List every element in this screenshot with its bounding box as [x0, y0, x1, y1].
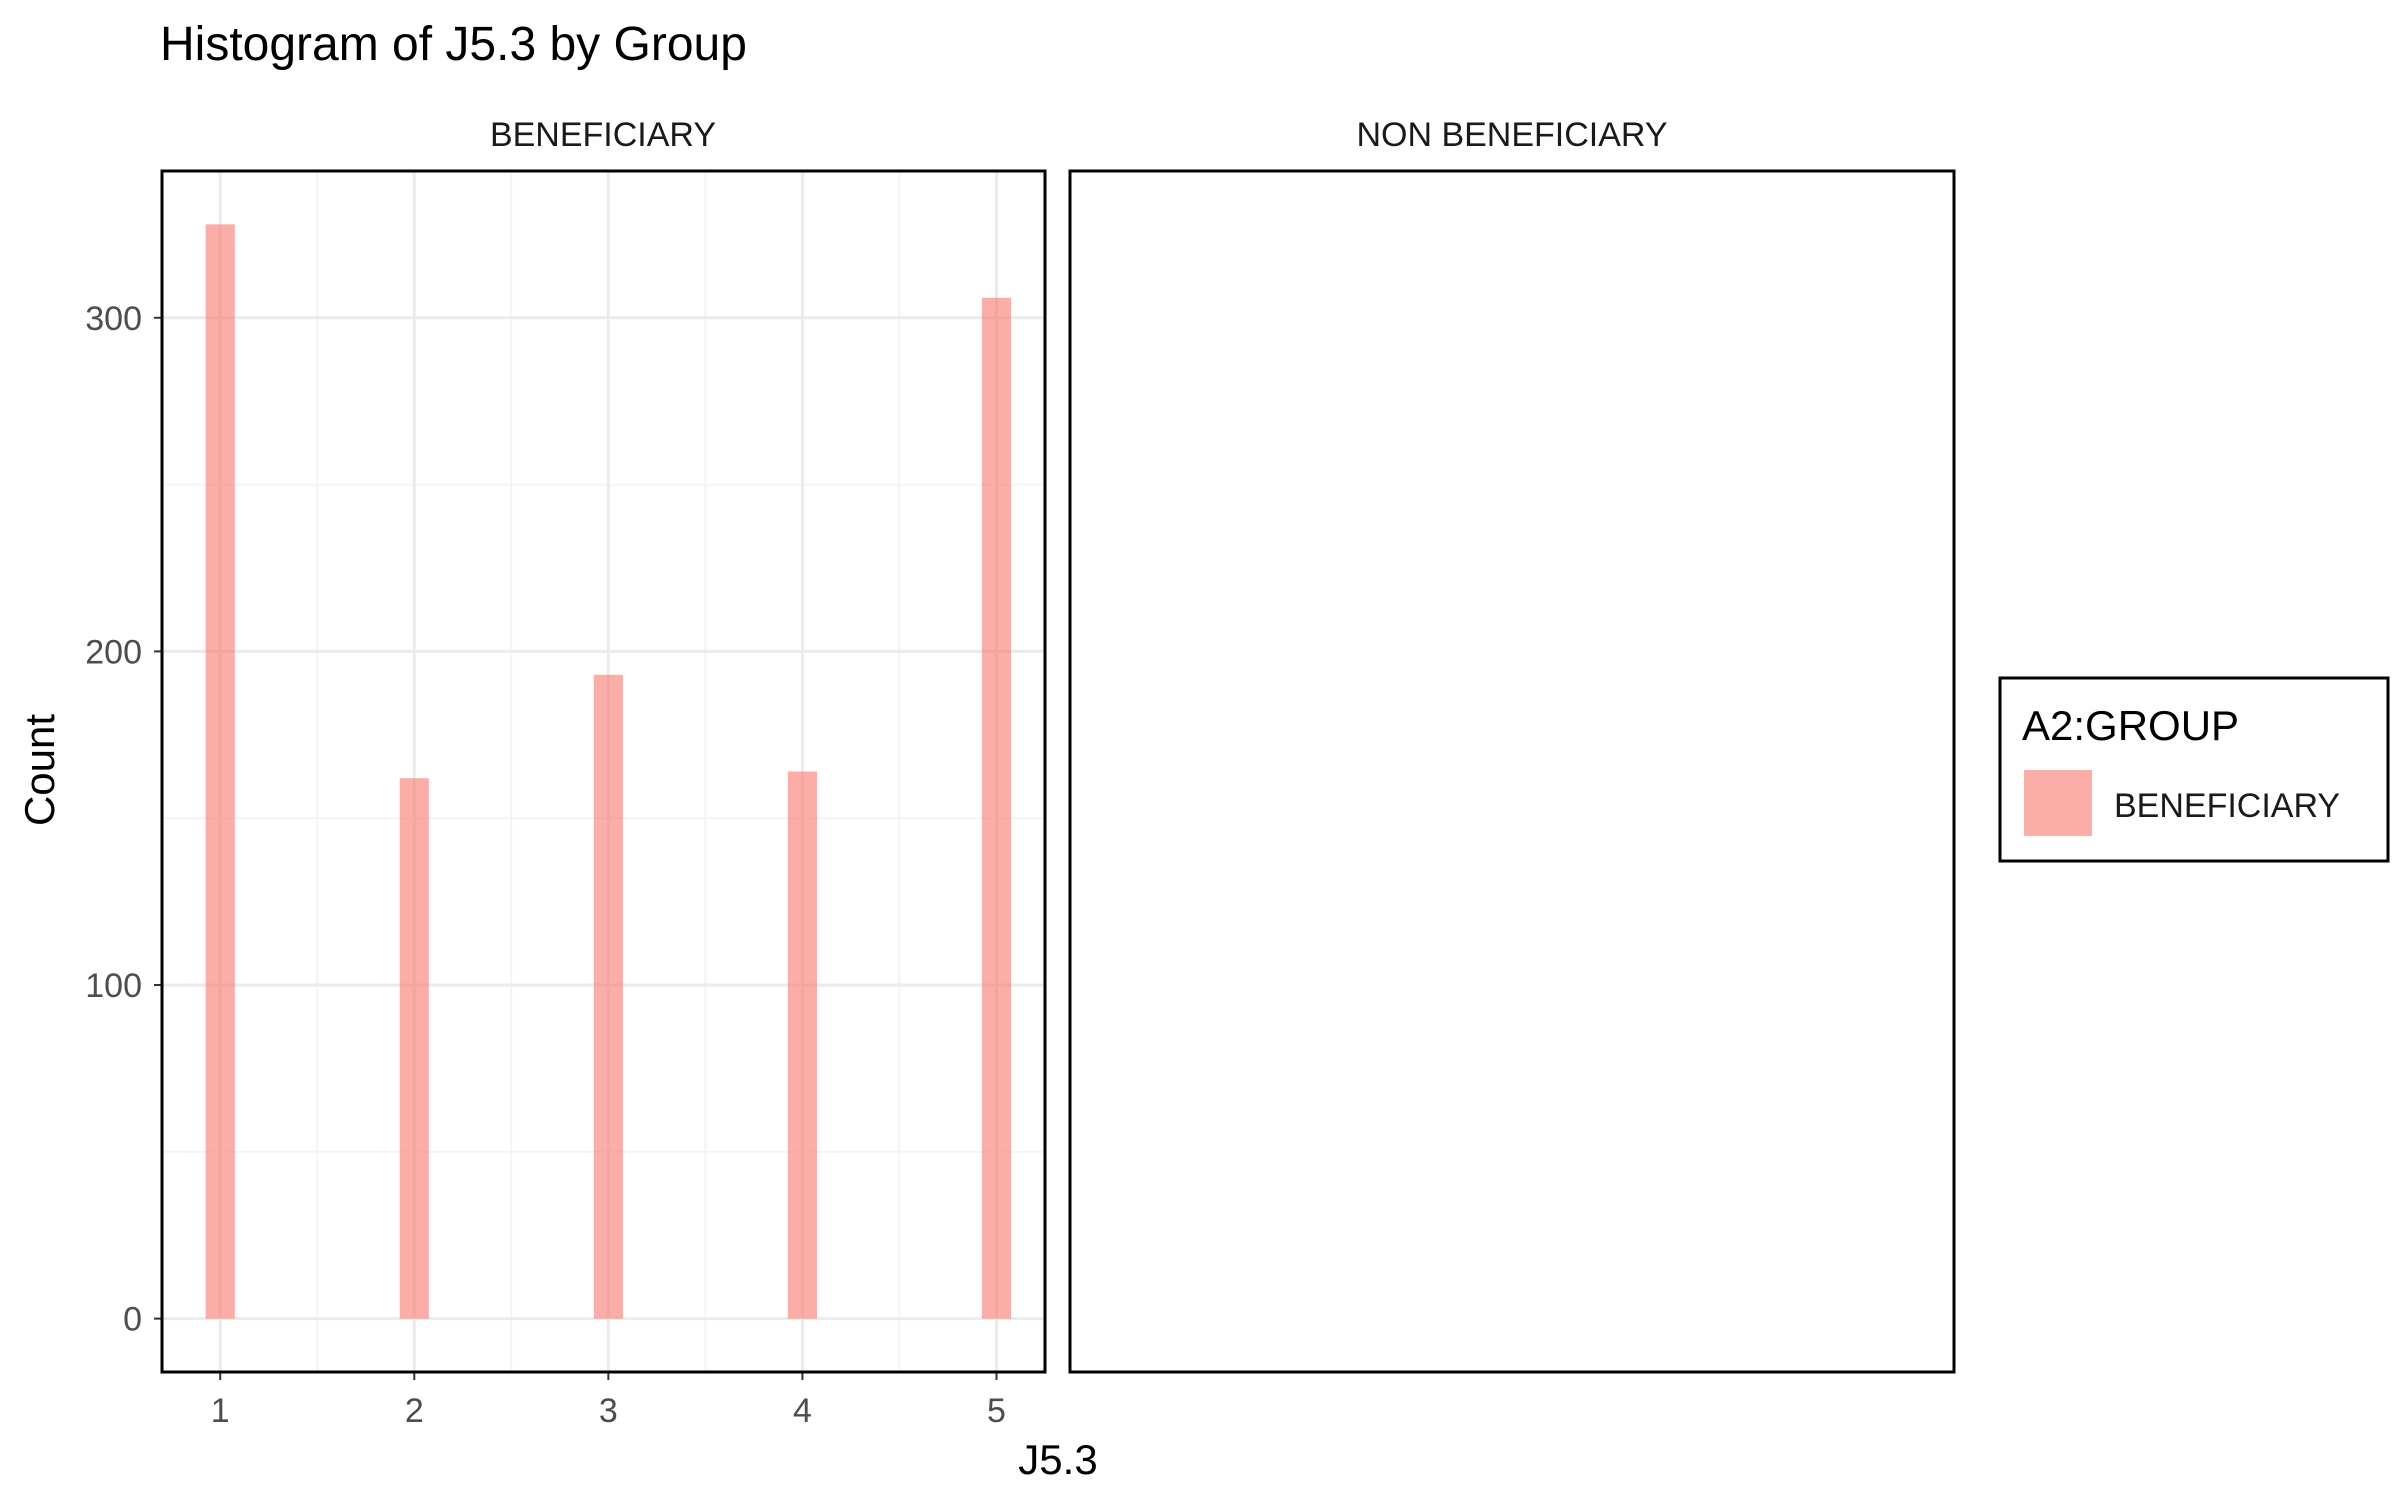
- y-tick-label: 300: [85, 300, 142, 338]
- x-tick-label: 1: [211, 1392, 230, 1430]
- y-axis-title: Count: [16, 714, 63, 826]
- y-tick-label: 0: [123, 1301, 142, 1339]
- y-tick-label: 100: [85, 967, 142, 1005]
- bar: [205, 224, 235, 1319]
- x-tick-label: 2: [405, 1392, 424, 1430]
- legend-key-beneficiary: [2024, 770, 2092, 836]
- legend-title: A2:GROUP: [2022, 702, 2239, 749]
- y-tick-label: 200: [85, 633, 142, 671]
- panel-border: [160, 169, 1047, 1374]
- facet-strip-non-beneficiary: NON BENEFICIARY: [1356, 116, 1667, 154]
- bar: [399, 778, 429, 1319]
- legend-label-beneficiary: BENEFICIARY: [2114, 787, 2340, 825]
- bar: [593, 674, 623, 1319]
- x-axis-title: J5.3: [1018, 1436, 1097, 1483]
- x-tick-label: 5: [987, 1392, 1006, 1430]
- legend: A2:GROUP BENEFICIARY: [1998, 676, 2390, 863]
- facet-strip-beneficiary: BENEFICIARY: [490, 116, 716, 154]
- facet-panel-beneficiary: 0 100 200 300 1 2 3 4 5: [85, 169, 1047, 1430]
- chart-title: Histogram of J5.3 by Group: [160, 18, 747, 71]
- facet-panel-non-beneficiary: [1068, 169, 1956, 1374]
- x-tick-label: 3: [599, 1392, 618, 1430]
- panel-border: [1068, 169, 1956, 1374]
- bar: [787, 771, 817, 1319]
- bar: [981, 297, 1012, 1319]
- x-tick-label: 4: [793, 1392, 812, 1430]
